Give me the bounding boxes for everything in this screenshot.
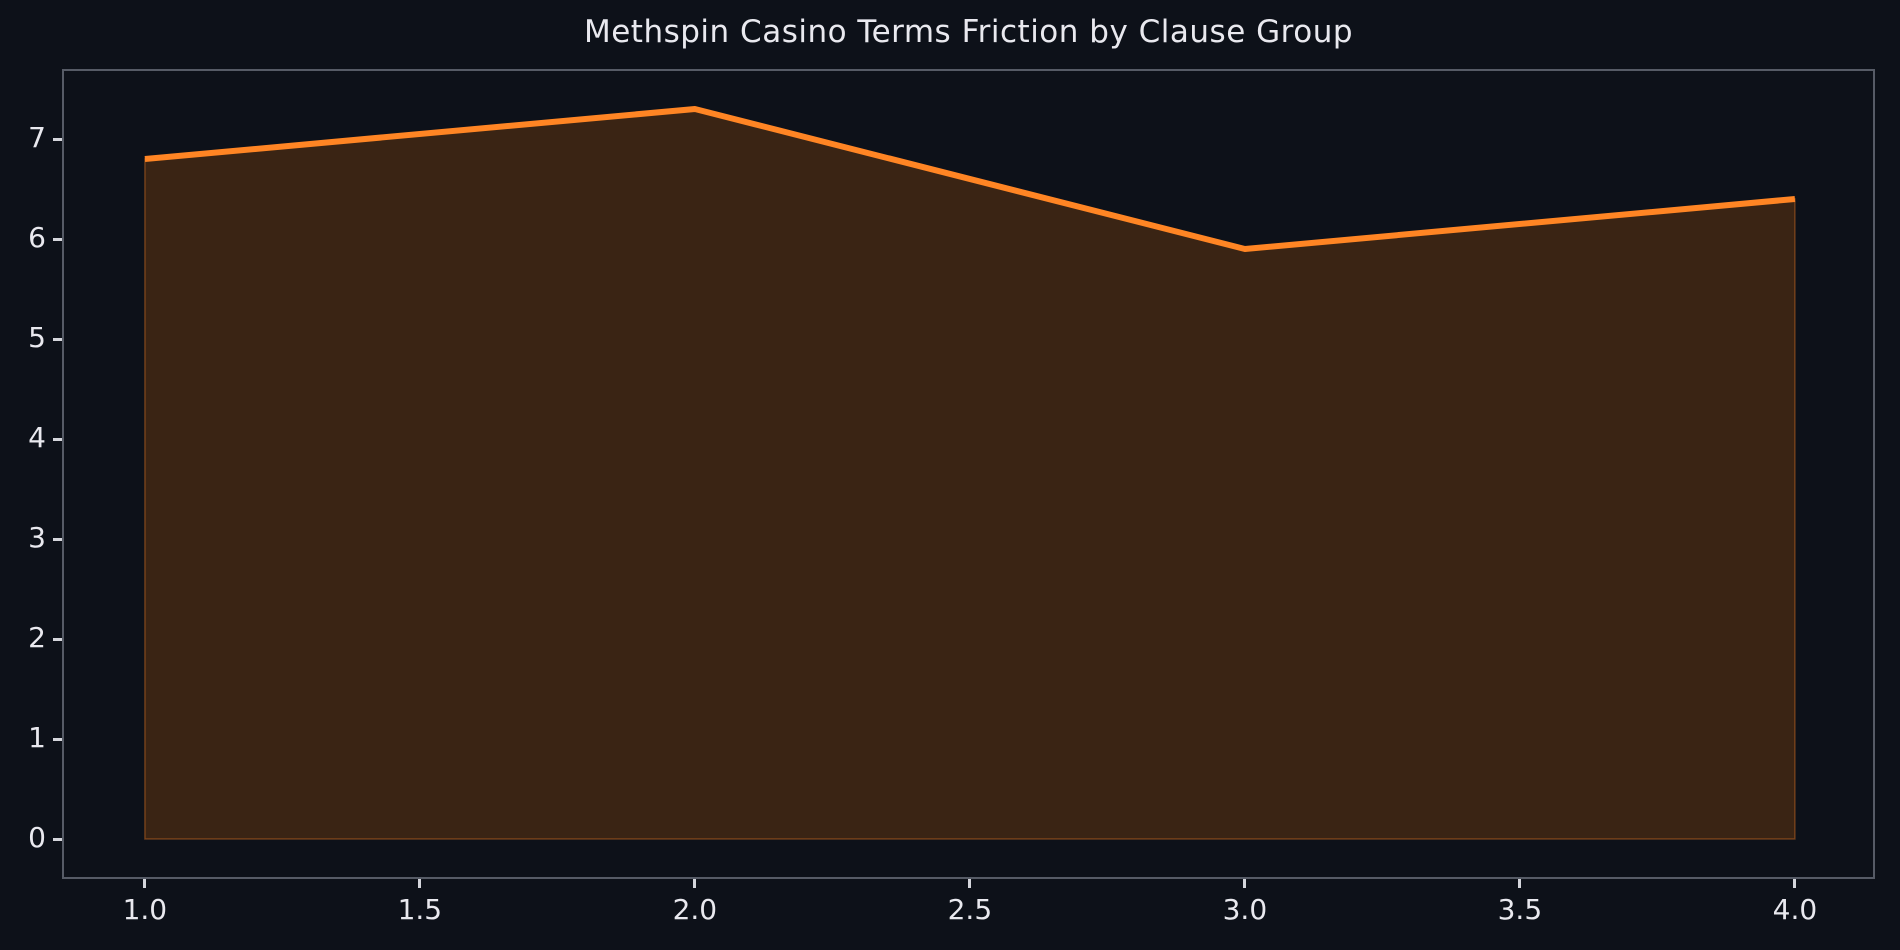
x-tick-mark <box>1243 879 1247 888</box>
x-tick-label: 1.0 <box>122 893 168 926</box>
x-tick-mark <box>1793 879 1797 888</box>
y-tick-mark <box>53 237 62 241</box>
x-tick-label: 2.5 <box>947 893 993 926</box>
plot-area <box>62 69 1875 879</box>
y-tick-label: 1 <box>28 721 46 754</box>
x-tick-mark <box>968 879 972 888</box>
x-tick-label: 4.0 <box>1772 893 1818 926</box>
y-tick-label: 7 <box>28 121 46 154</box>
x-tick-mark <box>1518 879 1522 888</box>
x-tick-mark <box>418 879 422 888</box>
x-tick-label: 3.5 <box>1497 893 1543 926</box>
x-tick-label: 3.0 <box>1222 893 1268 926</box>
y-tick-label: 3 <box>28 521 46 554</box>
area-line-series <box>144 106 1796 840</box>
y-tick-label: 4 <box>28 421 46 454</box>
y-tick-mark <box>53 637 62 641</box>
y-tick-mark <box>53 437 62 441</box>
y-tick-mark <box>53 737 62 741</box>
y-tick-label: 2 <box>28 621 46 654</box>
x-tick-mark <box>143 879 147 888</box>
y-tick-label: 6 <box>28 221 46 254</box>
y-tick-label: 5 <box>28 321 46 354</box>
y-tick-mark <box>53 337 62 341</box>
y-tick-mark <box>53 537 62 541</box>
y-tick-mark <box>53 837 62 841</box>
chart-title: Methspin Casino Terms Friction by Clause… <box>583 14 1354 50</box>
trend-line <box>144 106 1796 252</box>
x-tick-mark <box>693 879 697 888</box>
x-tick-label: 2.0 <box>672 893 718 926</box>
y-tick-label: 0 <box>28 821 46 854</box>
x-tick-label: 1.5 <box>397 893 443 926</box>
y-tick-mark <box>53 137 62 141</box>
